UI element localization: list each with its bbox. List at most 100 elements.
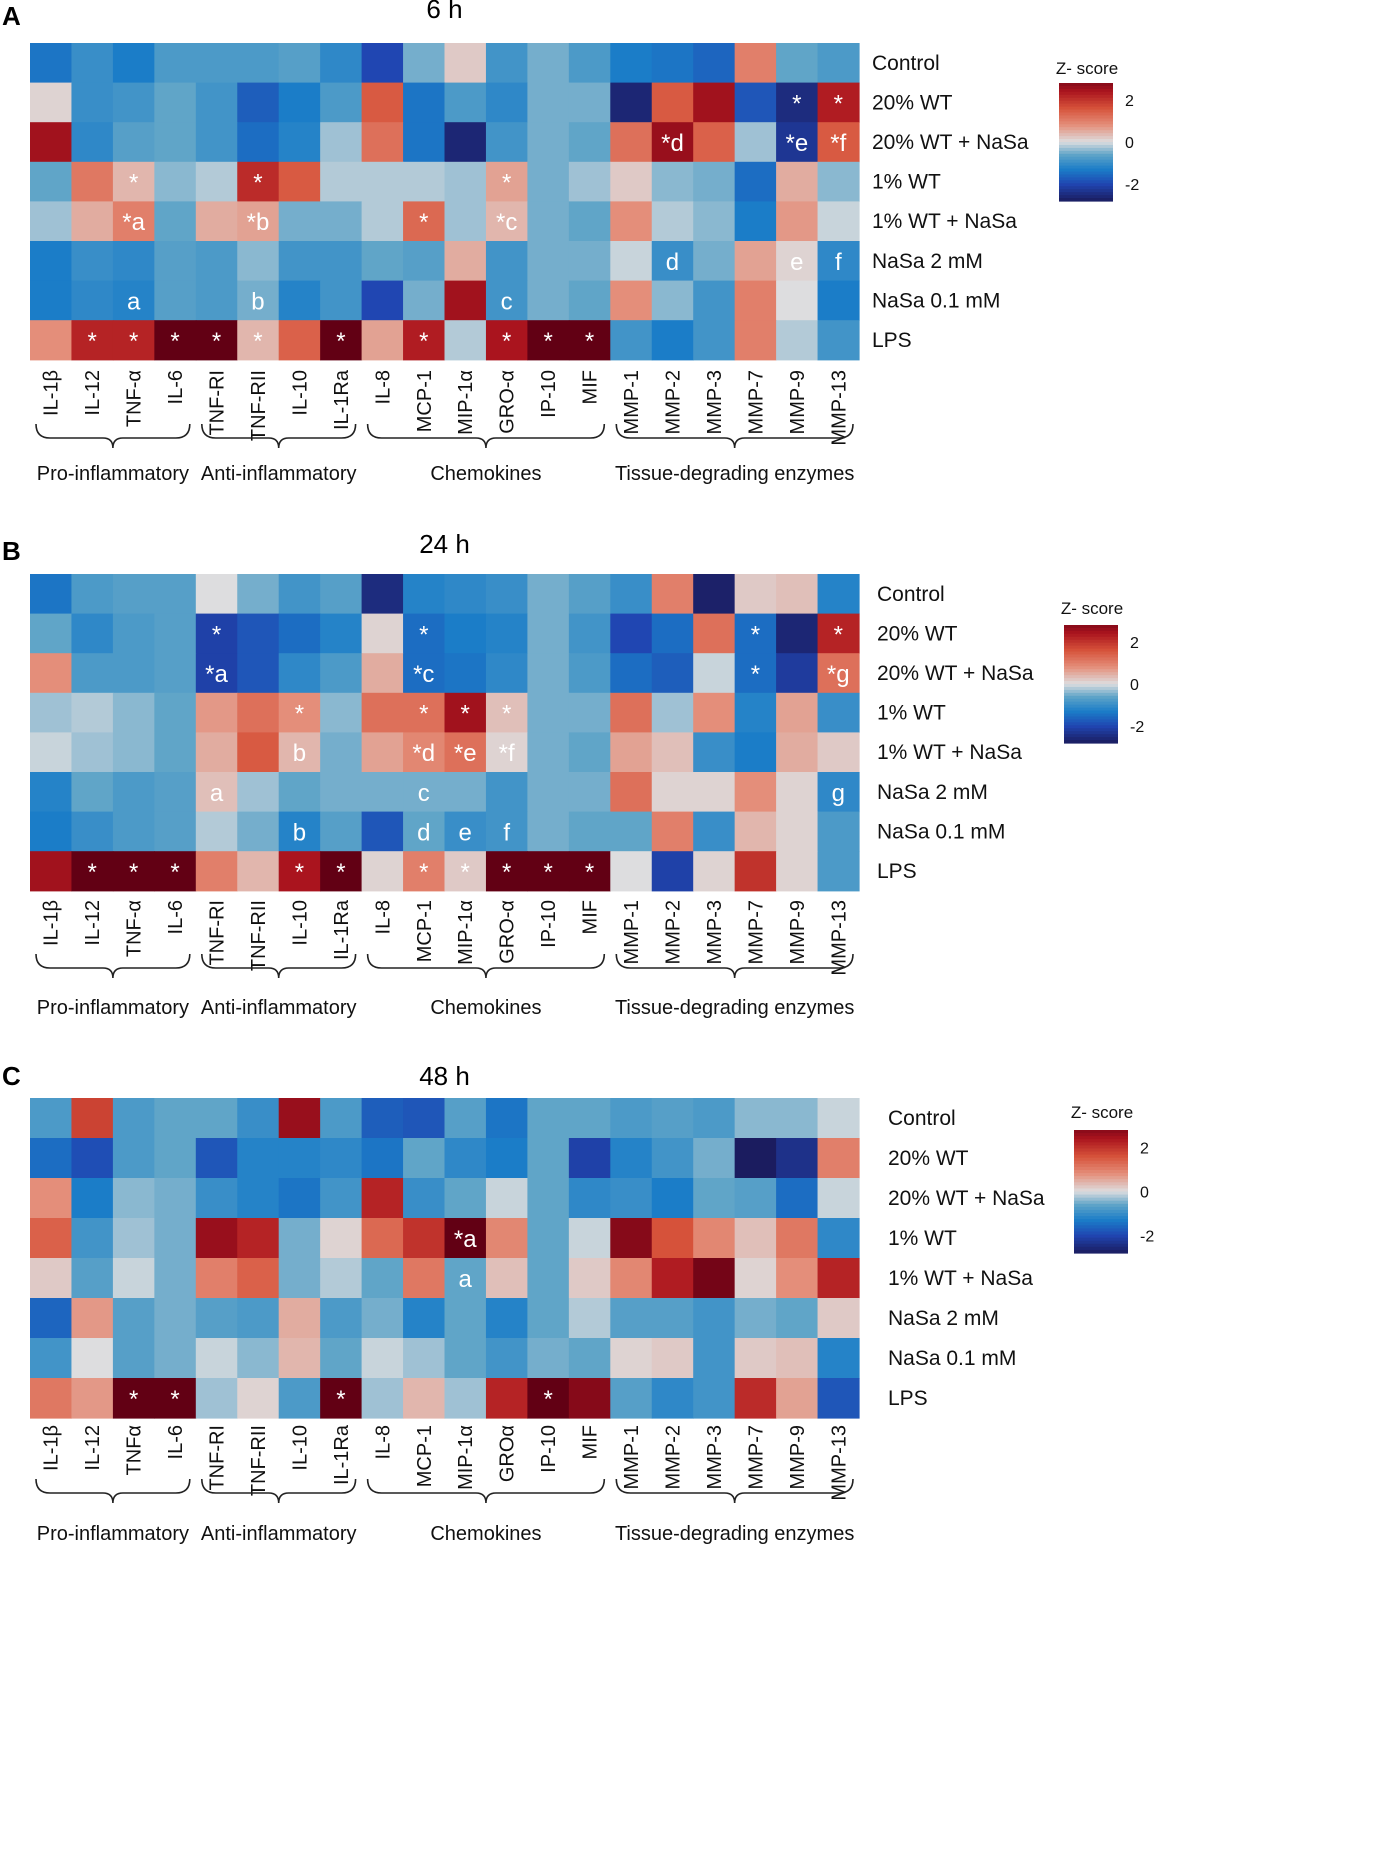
heatmap-cell	[154, 320, 197, 361]
heatmap-cell	[693, 43, 736, 84]
heatmap-cell	[776, 280, 819, 321]
heatmap-cell	[610, 1138, 653, 1179]
legend-color-step	[1059, 121, 1113, 125]
heatmap-cell	[693, 1138, 736, 1179]
heatmap-cell	[568, 574, 611, 615]
heatmap-cell	[278, 574, 321, 615]
cell-annotation: *	[461, 859, 470, 886]
legend-color-step	[1059, 174, 1113, 178]
heatmap-cell	[776, 613, 819, 654]
row-label: 20% WT	[877, 622, 958, 645]
legend-color-step	[1064, 695, 1118, 700]
heatmap-cell	[154, 43, 197, 84]
heatmap-cell	[776, 1178, 819, 1219]
legend-color-step	[1059, 192, 1113, 196]
heatmap-cell	[195, 653, 238, 694]
legend-color-step	[1064, 639, 1118, 644]
heatmap-cell	[195, 43, 238, 84]
heatmap-cell	[610, 1338, 653, 1379]
heatmap-cell	[30, 574, 73, 615]
column-label: MMP-9	[787, 370, 809, 434]
cell-annotation: b	[293, 819, 306, 846]
heatmap-cell	[527, 732, 570, 773]
heatmap-cell	[734, 574, 777, 615]
heatmap-cell	[444, 1338, 487, 1379]
heatmap-cell	[237, 1298, 280, 1339]
row-label: NaSa 0.1 mM	[888, 1347, 1016, 1370]
cell-annotation: g	[832, 780, 845, 807]
heatmap-cell	[693, 280, 736, 321]
heatmap-cell	[30, 1178, 73, 1219]
heatmap-cell	[112, 1338, 155, 1379]
legend-color-step	[1064, 713, 1118, 718]
column-label: IL-1β	[41, 1425, 63, 1471]
heatmap-cell	[485, 241, 528, 282]
heatmap-cell	[776, 161, 819, 202]
heatmap-cell	[651, 1178, 694, 1219]
legend-color-step	[1074, 1219, 1128, 1223]
heatmap-cell	[444, 692, 487, 733]
heatmap-cell	[320, 280, 363, 321]
heatmap-cell	[112, 82, 155, 123]
heatmap-cell	[403, 1218, 446, 1259]
cell-annotation: *e	[454, 740, 477, 767]
heatmap-cell	[527, 613, 570, 654]
legend-color-step	[1074, 1185, 1128, 1190]
column-label: MCP-1	[414, 370, 436, 432]
heatmap-cell	[527, 1138, 570, 1179]
cell-annotation: *e	[785, 130, 808, 157]
heatmap-cell	[195, 811, 238, 852]
heatmap-cell	[610, 1098, 653, 1139]
legend-color-step	[1059, 144, 1113, 149]
heatmap-cell	[568, 1138, 611, 1179]
heatmap-cell	[651, 201, 694, 242]
heatmap-cell	[112, 851, 155, 892]
legend-color-step	[1074, 1209, 1128, 1214]
heatmap-cell	[112, 201, 155, 242]
legend-color-step	[1074, 1228, 1128, 1233]
heatmap-cell	[485, 1218, 528, 1259]
heatmap-cell	[154, 1338, 197, 1379]
legend-color-step	[1064, 707, 1118, 712]
heatmap-cell	[568, 732, 611, 773]
cell-annotation: *	[751, 621, 760, 648]
heatmap-cell	[527, 82, 570, 123]
heatmap-cell	[651, 161, 694, 202]
cell-annotation: *	[543, 859, 552, 886]
heatmap-cell	[651, 43, 694, 84]
cell-annotation: *	[336, 859, 345, 886]
heatmap-cell	[195, 1298, 238, 1339]
heatmap-cell	[444, 201, 487, 242]
heatmap-cell	[568, 692, 611, 733]
legend-color-step	[1064, 625, 1118, 629]
heatmap-cell	[403, 653, 446, 694]
column-label: IL-10	[289, 900, 311, 946]
legend-color-step	[1059, 189, 1113, 193]
heatmap-cell	[444, 574, 487, 615]
legend-color-step	[1064, 686, 1118, 691]
heatmap-cell	[195, 1258, 238, 1299]
heatmap-cell	[610, 82, 653, 123]
heatmap-cell	[361, 1298, 404, 1339]
heatmap-cell	[734, 613, 777, 654]
row-label: 1% WT + NaSa	[877, 741, 1022, 764]
legend-color-step	[1064, 654, 1118, 659]
heatmap-cell	[195, 1218, 238, 1259]
group-bracket	[201, 1478, 357, 1504]
heatmap-cell	[776, 82, 819, 123]
heatmap-cell	[734, 201, 777, 242]
heatmap-cell	[154, 692, 197, 733]
cell-annotation: *	[502, 701, 511, 728]
heatmap-cell	[71, 1338, 114, 1379]
cell-annotation: *	[212, 621, 221, 648]
cell-annotation: *	[336, 1386, 345, 1413]
cell-annotation: *f	[830, 130, 846, 157]
legend-color-step	[1064, 645, 1118, 650]
row-label: 1% WT	[888, 1227, 957, 1250]
heatmap-cell	[776, 811, 819, 852]
heatmap-cell	[237, 772, 280, 813]
heatmap-cell	[30, 613, 73, 654]
cell-annotation: f	[503, 819, 510, 846]
heatmap-cell	[817, 772, 860, 813]
heatmap-cell	[610, 1298, 653, 1339]
